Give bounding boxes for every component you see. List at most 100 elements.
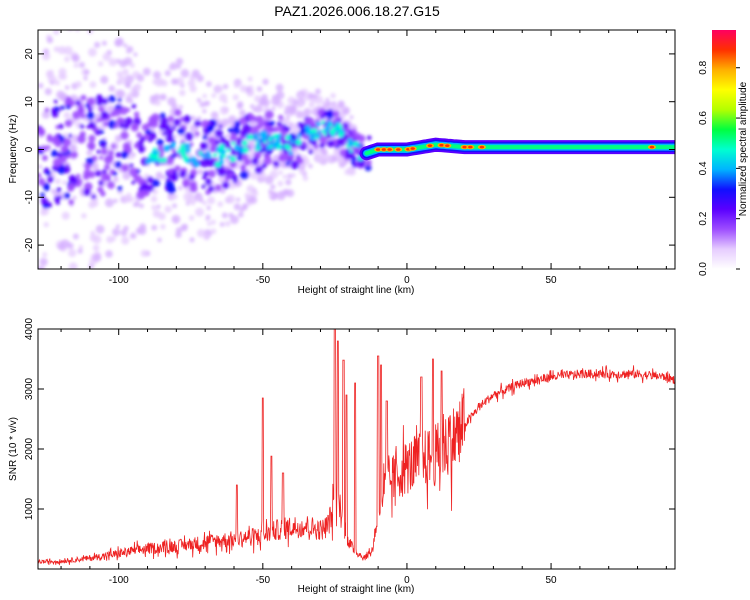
spectrogram-signal-blob: [214, 184, 222, 191]
spectrogram-signal-blob: [251, 157, 259, 165]
spectrogram-noise-blob: [71, 54, 80, 63]
spectrogram-hotspot-core: [427, 144, 433, 147]
spectrogram-noise-blob: [126, 83, 131, 89]
spectrogram-x-tick-label: -100: [109, 275, 129, 286]
spectrogram-noise-blob: [97, 61, 104, 67]
spectrogram-noise-blob: [68, 30, 73, 31]
spectrogram-noise-blob: [164, 205, 172, 213]
spectrogram-signal-blob: [194, 131, 200, 137]
spectrogram-noise-blob: [289, 124, 299, 134]
spectrogram-signal-blob: [332, 110, 340, 118]
spectrogram-signal-blob: [110, 111, 116, 118]
spectrogram-strong-blob: [205, 150, 211, 155]
spectrogram-noise-blob: [46, 36, 54, 44]
snr-x-tick-label: -100: [109, 575, 129, 586]
spectrogram-signal-blob: [68, 199, 75, 205]
spectrogram-noise-blob: [122, 68, 129, 76]
spectrogram-signal-blob: [131, 103, 137, 109]
spectrogram-strong-blob: [179, 145, 185, 151]
spectrogram-signal-blob: [100, 111, 109, 120]
spectrogram-signal-blob: [64, 119, 73, 128]
spectrogram-signal-blob: [98, 180, 104, 186]
spectrogram-noise-blob: [150, 95, 155, 100]
spectrogram-noise-blob: [322, 150, 328, 156]
spectrogram-noise-blob: [113, 198, 118, 204]
spectrogram-noise-blob: [38, 82, 44, 89]
spectrogram-signal-blob: [50, 149, 59, 158]
spectrogram-signal-blob: [183, 115, 191, 123]
spectrogram-strong-blob: [279, 146, 284, 150]
spectrogram-carrier-band: [364, 142, 675, 156]
spectrogram-signal-blob: [285, 126, 290, 132]
spectrogram-noise-blob: [75, 80, 82, 88]
spectrogram-noise-blob: [239, 85, 248, 93]
spectrogram-noise-blob: [215, 85, 223, 93]
spectrogram-signal-blob: [351, 128, 357, 135]
spectrogram-noise-blob: [178, 105, 183, 110]
spectrogram-noise-blob: [112, 228, 121, 237]
spectrogram-noise-blob: [81, 213, 87, 219]
spectrogram-signal-blob: [96, 149, 101, 154]
spectrogram-noise-blob: [211, 93, 217, 99]
spectrogram-signal-blob: [161, 131, 166, 136]
spectrogram-noise-blob: [43, 221, 49, 228]
spectrogram-noise-blob: [172, 193, 178, 200]
spectrogram-blob-layer: [38, 30, 372, 284]
spectrogram-noise-blob: [72, 195, 77, 200]
spectrogram-noise-blob: [102, 52, 111, 61]
spectrogram-noise-blob: [205, 81, 212, 87]
spectrogram-strong-blob: [241, 139, 248, 147]
spectrogram-noise-blob: [38, 154, 41, 159]
spectrogram-signal-blob: [269, 120, 275, 126]
spectrogram-noise-blob: [307, 92, 314, 100]
spectrogram-noise-blob: [249, 104, 255, 109]
spectrogram-noise-blob: [54, 80, 60, 86]
snr-y-tick-label: 1000: [24, 497, 35, 520]
spectrogram-noise-blob: [167, 97, 177, 106]
colorbar-label: Normalized spectral amplitude: [738, 81, 749, 216]
spectrogram-noise-blob: [90, 230, 96, 236]
spectrogram-signal-blob: [99, 155, 104, 160]
spectrogram-signal-blob: [54, 196, 61, 203]
spectrogram-noise-blob: [290, 172, 296, 178]
spectrogram-signal-blob: [156, 138, 164, 146]
spectrogram-signal-blob: [272, 126, 279, 133]
spectrogram-strong-blob: [288, 150, 294, 156]
spectrogram-signal-blob: [140, 189, 148, 197]
spectrogram-noise-blob: [113, 176, 119, 181]
spectrogram-noise-blob: [275, 93, 280, 98]
spectrogram-signal-blob: [231, 174, 239, 182]
spectrogram-noise-blob: [133, 52, 138, 57]
spectrogram-signal-blob: [319, 135, 328, 144]
spectrogram-signal-blob: [96, 118, 101, 123]
spectrogram-noise-blob: [172, 134, 178, 140]
spectrogram-noise-blob: [119, 59, 128, 68]
spectrogram-noise-blob: [308, 163, 313, 169]
colorbar-tick-label: 0.2: [698, 211, 709, 225]
spectrogram-noise-blob: [161, 79, 168, 87]
spectrogram-noise-blob: [62, 180, 67, 186]
spectrogram-signal-blob: [84, 103, 90, 108]
spectrogram-noise-blob: [56, 276, 61, 281]
spectrogram-signal-blob: [80, 94, 87, 101]
spectrogram-noise-blob: [77, 248, 83, 254]
spectrogram-signal-blob: [106, 181, 115, 190]
spectrogram-signal-blob: [206, 124, 215, 133]
spectrogram-signal-blob: [326, 111, 334, 120]
spectrogram-signal-blob: [159, 112, 166, 119]
spectrogram-noise-blob: [47, 75, 57, 85]
colorbar-tick-label: 0.6: [698, 111, 709, 125]
spectrogram-noise-blob: [64, 56, 70, 62]
snr-x-tick-label: 0: [404, 575, 410, 586]
spectrogram-strong-blob: [305, 130, 310, 136]
snr-x-tick-label: -50: [256, 575, 271, 586]
spectrogram-signal-blob: [179, 116, 185, 122]
spectrogram-noise-blob: [53, 277, 60, 284]
spectrogram-signal-blob: [120, 131, 129, 140]
spectrogram-noise-blob: [190, 201, 195, 206]
spectrogram-noise-blob: [58, 67, 67, 76]
spectrogram-noise-blob: [285, 115, 290, 120]
spectrogram-noise-blob: [68, 248, 77, 258]
spectrogram-noise-blob: [233, 83, 239, 89]
